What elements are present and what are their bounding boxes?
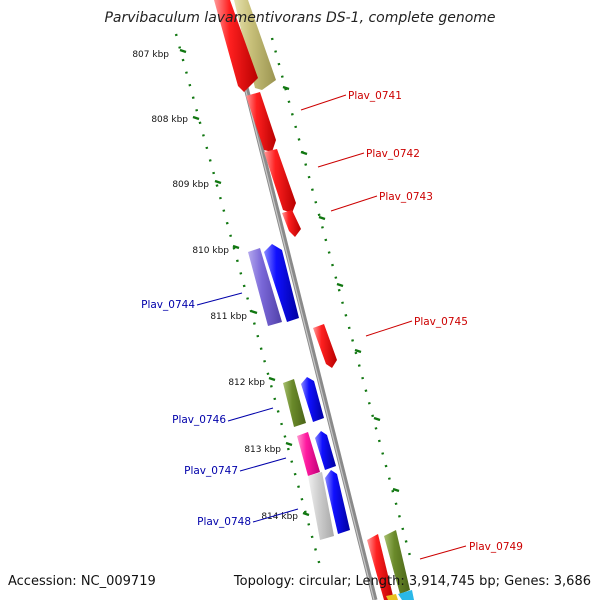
gene-arrow-plav-0748 — [325, 470, 350, 534]
gene-arrow-plav-0749 — [367, 534, 394, 600]
gene-label-plav-0742[interactable]: Plav_0742 — [366, 148, 420, 160]
gene-arrow-plav-0747 — [315, 431, 336, 470]
tick-label: 813 kbp — [244, 445, 281, 455]
tick-mark-right-1 — [282, 85, 290, 91]
gene-block-olive-bottom — [384, 530, 410, 594]
leader-line-plav-0741 — [300, 94, 347, 111]
gene-block-grey — [308, 472, 334, 540]
tick-mark-807 — [179, 48, 187, 54]
gene-block-olive — [283, 379, 306, 427]
gene-arrow-plav-0743 — [282, 210, 301, 237]
gene-label-plav-0749[interactable]: Plav_0749 — [469, 541, 523, 553]
gene-label-plav-0746[interactable]: Plav_0746 — [172, 414, 226, 426]
gene-label-plav-0745[interactable]: Plav_0745 — [414, 316, 468, 328]
gene-arrow-plav-0745 — [313, 324, 337, 368]
tick-label: 810 kbp — [192, 246, 229, 256]
gene-arrow-plav-0742 — [264, 149, 296, 213]
tick-label: 809 kbp — [172, 180, 209, 190]
gene-label-plav-0741[interactable]: Plav_0741 — [348, 90, 402, 102]
gene-arrow-plav-0746 — [301, 377, 324, 422]
gene-block-red — [214, 0, 258, 92]
reverse-track-dotted-line — [174, 33, 322, 567]
tick-mark-right-3 — [318, 215, 326, 221]
leader-line-plav-0743 — [330, 195, 378, 212]
leader-line-plav-0742 — [317, 152, 365, 168]
tick-mark-811 — [250, 309, 258, 315]
gene-label-plav-0744[interactable]: Plav_0744 — [141, 299, 195, 311]
leader-line-plav-0746 — [227, 407, 274, 422]
tick-label: 808 kbp — [151, 115, 188, 125]
gene-label-plav-0743[interactable]: Plav_0743 — [379, 191, 433, 203]
gene-block-pink — [297, 432, 320, 476]
tick-mark-right-6 — [373, 416, 381, 422]
leader-line-plav-0745 — [365, 320, 413, 337]
tick-mark-808 — [192, 115, 200, 121]
gene-block-violet — [248, 248, 282, 326]
accession-text: Accession: NC_009719 — [8, 574, 156, 589]
gene-block-yellow-bottom — [386, 594, 398, 600]
tick-mark-810 — [232, 244, 240, 250]
gene-label-plav-0748[interactable]: Plav_0748 — [197, 516, 251, 528]
gene-arrow-plav-0741 — [246, 92, 276, 152]
gene-arrow-plav-0744 — [264, 244, 299, 322]
leader-line-plav-0749 — [419, 545, 467, 560]
tick-label: 814 kbp — [261, 512, 298, 522]
gene-block-cyan-bottom — [398, 590, 414, 600]
leader-line-plav-0747 — [239, 457, 287, 472]
tick-mark-812 — [268, 376, 276, 382]
leader-line-plav-0748 — [252, 508, 299, 523]
gene-block-khaki — [234, 0, 276, 90]
tick-label: 812 kbp — [228, 378, 265, 388]
tick-mark-813 — [285, 441, 293, 447]
tick-label: 811 kbp — [210, 312, 247, 322]
tick-mark-right-4 — [336, 282, 344, 288]
tick-mark-814 — [302, 511, 310, 517]
gene-label-plav-0747[interactable]: Plav_0747 — [184, 465, 238, 477]
leader-line-plav-0744 — [196, 292, 243, 306]
tick-mark-809 — [214, 179, 222, 185]
tick-mark-right-5 — [354, 348, 362, 354]
map-title: Parvibaculum lavamentivorans DS-1, compl… — [104, 10, 496, 26]
tick-mark-right-2 — [300, 150, 308, 156]
tick-label: 807 kbp — [132, 50, 169, 60]
topology-text: Topology: circular; Length: 3,914,745 bp… — [233, 574, 591, 589]
tick-mark-right-7 — [392, 487, 400, 493]
